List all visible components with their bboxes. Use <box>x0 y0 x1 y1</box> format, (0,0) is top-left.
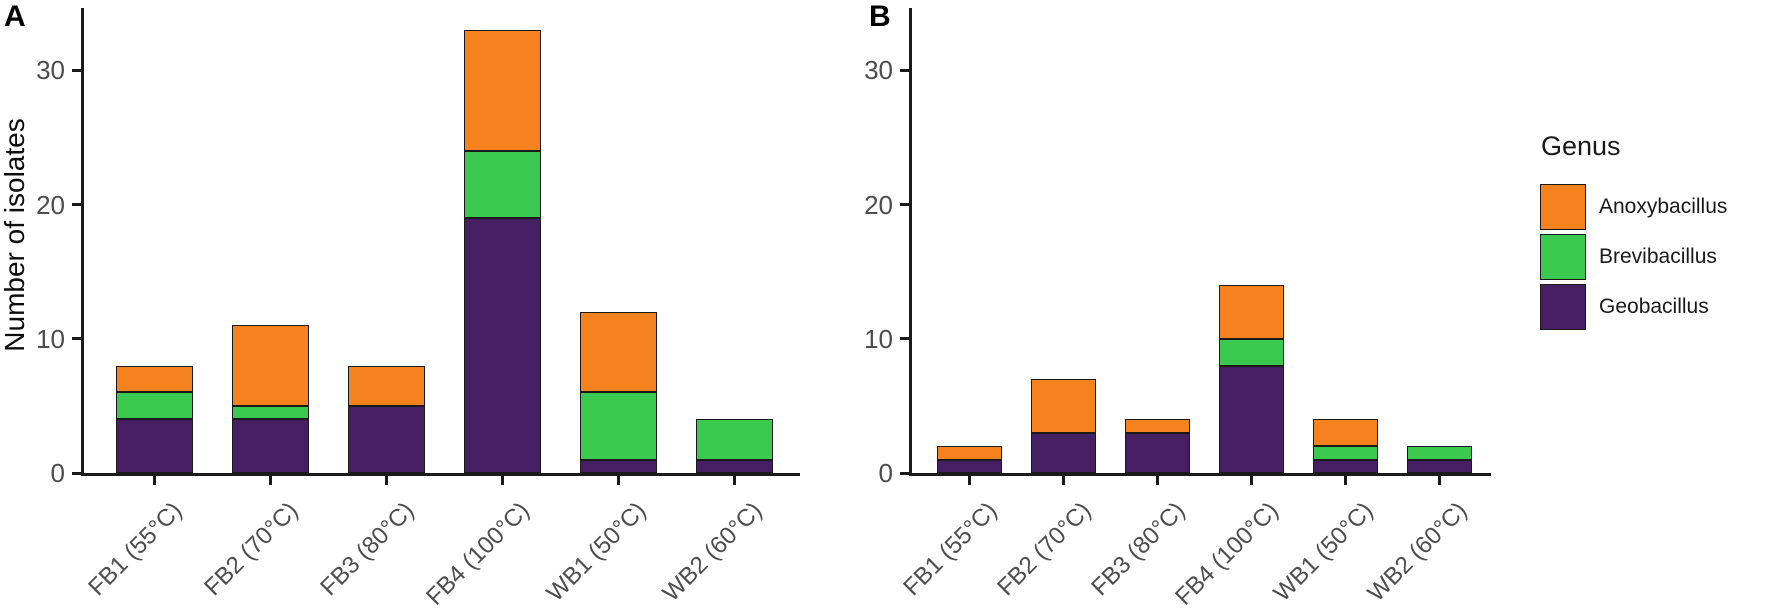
x-axis-label-a: FB2 (70°C) <box>198 497 304 602</box>
bar-segment-a-anoxybacillus <box>579 311 657 393</box>
bar-segment-a-brevibacillus <box>231 405 309 420</box>
x-tick-b <box>1437 476 1441 485</box>
bar-segment-a-anoxybacillus <box>347 365 425 406</box>
y-tick-label-b: 0 <box>878 458 893 488</box>
legend-title: Genus <box>1541 131 1621 161</box>
y-tick-label-b: 30 <box>864 55 893 86</box>
bar-segment-b-anoxybacillus <box>1124 419 1190 433</box>
y-tick-a <box>72 203 81 207</box>
x-tick-a <box>268 476 272 485</box>
legend-entry-anoxybacillus: Anoxybacillus <box>1540 184 1727 230</box>
bar-segment-b-geobacillus <box>1124 432 1190 473</box>
legend: Genus Anoxybacillus Brevibacillus Geobacil… <box>1540 131 1727 334</box>
x-tick-b <box>967 476 971 485</box>
x-axis-label-b: WB2 (60°C) <box>1362 497 1473 607</box>
x-tick-a <box>384 476 388 485</box>
x-tick-b <box>1061 476 1065 485</box>
y-tick-b <box>900 203 909 207</box>
bar-segment-b-brevibacillus <box>1406 446 1472 460</box>
x-axis-line-a <box>81 473 800 476</box>
legend-swatch-brevibacillus <box>1540 234 1586 280</box>
x-axis-label-a: FB1 (55°C) <box>82 497 188 602</box>
x-axis-label-b: WB1 (50°C) <box>1268 497 1379 607</box>
y-axis-line-b <box>909 8 912 476</box>
x-tick-b <box>1249 476 1253 485</box>
bar-segment-b-brevibacillus <box>1312 446 1378 460</box>
y-tick-b <box>900 471 909 475</box>
bar-segment-a-geobacillus <box>463 218 541 473</box>
bar-segment-a-brevibacillus <box>463 150 541 218</box>
bar-segment-b-brevibacillus <box>1218 338 1284 366</box>
y-tick-label-a: 30 <box>36 55 65 86</box>
bar-segment-a-brevibacillus <box>115 392 193 420</box>
bar-segment-b-anoxybacillus <box>1218 285 1284 339</box>
x-axis-label-a: FB3 (80°C) <box>314 497 420 602</box>
bar-segment-b-geobacillus <box>936 459 1002 473</box>
y-tick-a <box>72 471 81 475</box>
panel-a-label: A <box>4 0 26 33</box>
x-tick-b <box>1343 476 1347 485</box>
y-tick-a <box>72 68 81 72</box>
x-axis-label-a: FB4 (100°C) <box>421 497 536 611</box>
bar-segment-a-geobacillus <box>115 419 193 473</box>
bar-segment-b-geobacillus <box>1218 365 1284 473</box>
bar-segment-b-anoxybacillus <box>1030 379 1096 433</box>
bar-segment-b-geobacillus <box>1030 432 1096 473</box>
y-tick-label-a: 10 <box>36 323 65 354</box>
legend-swatch-anoxybacillus <box>1540 184 1586 230</box>
legend-entry-brevibacillus: Brevibacillus <box>1540 234 1727 280</box>
legend-entry-geobacillus: Geobacillus <box>1540 284 1727 330</box>
bar-segment-a-anoxybacillus <box>231 325 309 406</box>
bar-segment-b-geobacillus <box>1312 459 1378 473</box>
bar-segment-a-geobacillus <box>231 419 309 473</box>
legend-label: Anoxybacillus <box>1599 195 1728 218</box>
panel-b-label: B <box>869 0 891 33</box>
y-tick-b <box>900 68 909 72</box>
bar-segment-a-brevibacillus <box>695 419 773 460</box>
x-tick-a <box>500 476 504 485</box>
bar-segment-b-anoxybacillus <box>1312 419 1378 447</box>
bar-segment-a-geobacillus <box>347 405 425 473</box>
y-tick-label-b: 10 <box>864 323 893 354</box>
legend-label: Geobacillus <box>1599 295 1709 318</box>
y-tick-b <box>900 337 909 341</box>
bar-segment-b-geobacillus <box>1406 459 1472 473</box>
bar-segment-a-anoxybacillus <box>115 365 193 393</box>
legend-entries: Anoxybacillus Brevibacillus Geobacillus <box>1540 184 1727 330</box>
bar-segment-a-geobacillus <box>695 459 773 473</box>
y-tick-a <box>72 337 81 341</box>
bar-segment-a-brevibacillus <box>579 392 657 460</box>
y-axis-line-a <box>81 8 84 476</box>
x-tick-a <box>152 476 156 485</box>
bar-segment-a-anoxybacillus <box>463 30 541 151</box>
bar-segment-a-geobacillus <box>579 459 657 473</box>
legend-label: Brevibacillus <box>1599 245 1717 268</box>
x-axis-label-a: WB2 (60°C) <box>657 497 768 607</box>
y-tick-label-a: 20 <box>36 189 65 220</box>
x-axis-label-b: FB2 (70°C) <box>991 497 1097 602</box>
x-axis-label-a: WB1 (50°C) <box>541 497 652 607</box>
y-tick-label-a: 0 <box>50 458 65 488</box>
bar-segment-b-anoxybacillus <box>936 446 1002 460</box>
y-tick-label-b: 20 <box>864 189 893 220</box>
x-tick-a <box>732 476 736 485</box>
x-axis-label-b: FB1 (55°C) <box>897 497 1003 602</box>
x-axis-line-b <box>909 473 1491 476</box>
x-tick-b <box>1155 476 1159 485</box>
legend-swatch-geobacillus <box>1540 284 1586 330</box>
x-tick-a <box>616 476 620 485</box>
